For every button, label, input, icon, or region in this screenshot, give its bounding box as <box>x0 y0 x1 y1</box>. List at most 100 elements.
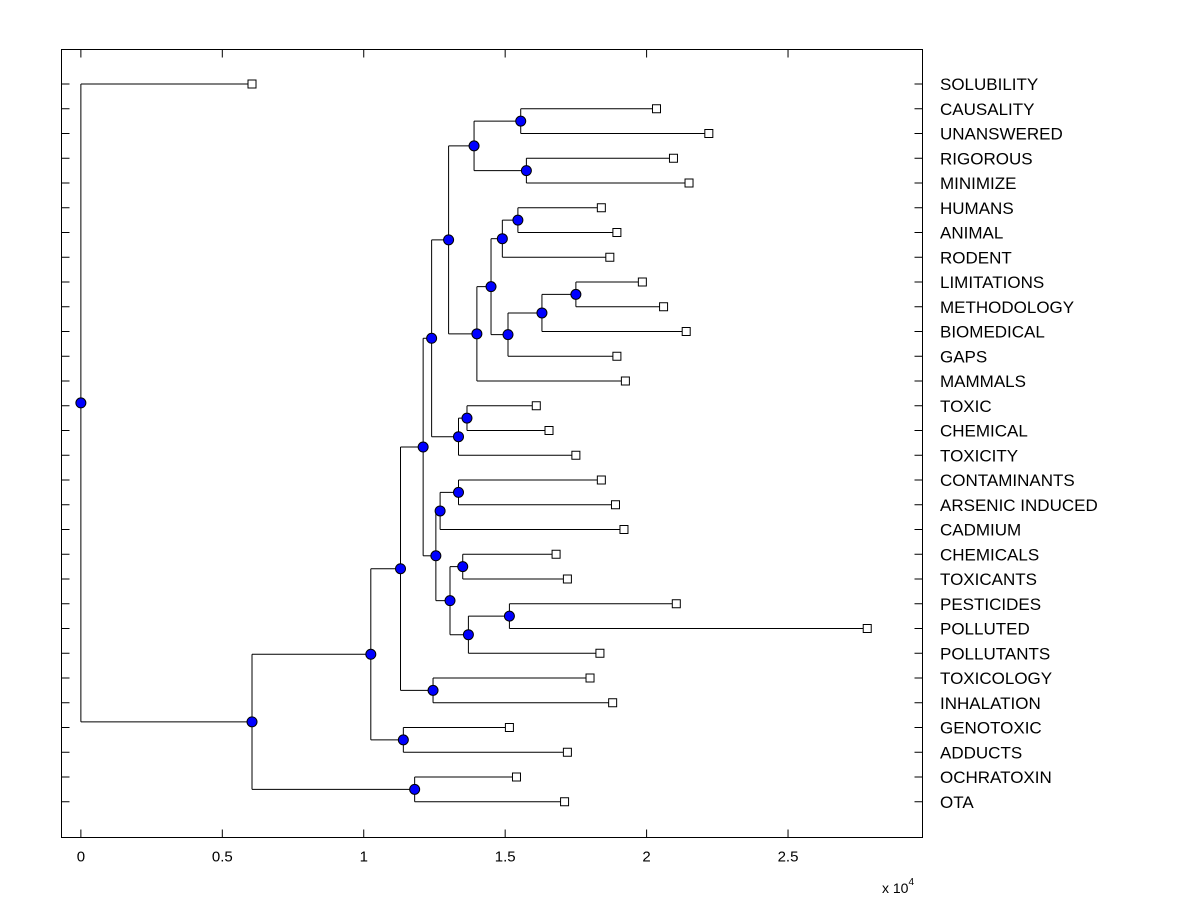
y-ticks <box>61 83 923 803</box>
x-multiplier-exponent: 4 <box>908 877 914 888</box>
leaf-marker <box>511 772 521 782</box>
leaf-marker <box>684 178 694 188</box>
leaf-label: PESTICIDES <box>940 595 1041 614</box>
cluster-node <box>520 165 532 177</box>
x-multiplier-base: x 10 <box>882 880 909 896</box>
leaf-marker <box>560 797 570 807</box>
cluster-node <box>434 505 446 517</box>
cluster-node <box>496 233 508 245</box>
leaf-label: MAMMALS <box>940 372 1026 391</box>
leaf-label: TOXIC <box>940 397 992 416</box>
leaf-marker <box>596 203 606 213</box>
leaf-marker <box>620 376 630 386</box>
plot-frame <box>61 49 923 838</box>
cluster-node <box>397 734 409 746</box>
leaf-marker <box>637 277 647 287</box>
leaf-marker <box>608 698 618 708</box>
cluster-node <box>246 716 258 728</box>
x-ticks: 0 0.5 1 1.5 2 2.5 <box>77 49 799 866</box>
cluster-node <box>536 307 548 319</box>
leaf-marker <box>562 747 572 757</box>
cluster-node <box>471 328 483 340</box>
leaf-label: GAPS <box>940 347 987 366</box>
leaf-labels: SOLUBILITY CAUSALITY UNANSWERED RIGOROUS MIN… <box>940 75 1098 812</box>
internal-nodes <box>75 115 582 795</box>
leaf-marker <box>504 723 514 732</box>
leaf-label: MINIMIZE <box>940 174 1017 193</box>
leaf-label: POLLUTED <box>940 620 1030 639</box>
leaf-label: POLLUTANTS <box>940 644 1050 663</box>
leaf-label: OTA <box>940 793 974 812</box>
cluster-node <box>570 288 582 300</box>
leaf-label: LIMITATIONS <box>940 273 1044 292</box>
leaf-marker <box>619 525 629 534</box>
leaf-marker <box>862 624 872 633</box>
cluster-node <box>430 550 442 562</box>
cluster-node <box>443 234 455 246</box>
leaf-marker <box>585 673 595 683</box>
leaf-marker <box>681 327 691 336</box>
leaf-label: RODENT <box>940 248 1012 267</box>
leaf-label: UNANSWERED <box>940 125 1063 144</box>
leaf-marker <box>612 228 622 237</box>
x-multiplier: x 104 <box>882 877 914 896</box>
cluster-node <box>502 329 514 341</box>
cluster-node <box>462 629 474 641</box>
x-tick-label: 1 <box>360 849 368 866</box>
cluster-node <box>409 783 421 795</box>
leaf-marker <box>610 500 620 510</box>
leaf-label: BIOMEDICAL <box>940 323 1045 342</box>
leaf-marker <box>595 648 605 658</box>
cluster-node <box>485 281 497 293</box>
leaf-label: RIGOROUS <box>940 149 1033 168</box>
leaf-label: GENOTOXIC <box>940 719 1042 738</box>
leaf-label: CHEMICALS <box>940 545 1039 564</box>
leaf-label: TOXICITY <box>940 446 1018 465</box>
cluster-node <box>461 412 473 424</box>
leaf-label: ANIMAL <box>940 224 1003 243</box>
cluster-node <box>468 140 480 152</box>
leaf-label: CHEMICAL <box>940 422 1028 441</box>
leaf-label: SOLUBILITY <box>940 75 1038 94</box>
x-tick-label: 2.5 <box>778 849 799 866</box>
leaf-marker <box>704 129 714 138</box>
leaf-label: CONTAMINANTS <box>940 471 1075 490</box>
cluster-node <box>426 332 438 344</box>
leaf-marker <box>612 351 622 361</box>
leaf-label: ADDUCTS <box>940 743 1022 762</box>
cluster-node <box>417 441 429 453</box>
leaf-label: CAUSALITY <box>940 100 1034 119</box>
leaf-marker <box>247 79 257 89</box>
cluster-node <box>365 648 377 660</box>
leaf-label: TOXICOLOGY <box>940 669 1052 688</box>
cluster-node <box>395 563 407 575</box>
leaf-label: INHALATION <box>940 694 1041 713</box>
leaf-marker <box>531 401 541 411</box>
leaf-label: CADMIUM <box>940 521 1021 540</box>
cluster-node <box>503 610 515 622</box>
leaf-marker <box>571 450 581 460</box>
x-tick-label: 0.5 <box>212 849 233 866</box>
x-tick-label: 0 <box>77 849 85 866</box>
leaf-marker <box>562 574 572 584</box>
leaf-marker <box>671 599 681 609</box>
leaf-marker <box>551 549 561 559</box>
cluster-node <box>75 397 87 409</box>
leaf-label: HUMANS <box>940 199 1014 218</box>
cluster-node <box>512 214 524 226</box>
x-tick-label: 2 <box>642 849 650 866</box>
cluster-node <box>452 431 464 443</box>
leaf-marker <box>605 252 615 262</box>
leaf-markers <box>247 79 872 807</box>
leaf-label: ARSENIC INDUCED <box>940 496 1098 515</box>
cluster-node <box>444 595 456 607</box>
leaf-marker <box>659 302 669 312</box>
leaf-label: METHODOLOGY <box>940 298 1074 317</box>
leaf-label: OCHRATOXIN <box>940 768 1052 787</box>
leaf-marker <box>544 426 554 435</box>
cluster-node <box>457 561 469 573</box>
leaf-marker <box>668 153 678 163</box>
cluster-node <box>515 115 527 127</box>
cluster-node <box>427 684 439 696</box>
